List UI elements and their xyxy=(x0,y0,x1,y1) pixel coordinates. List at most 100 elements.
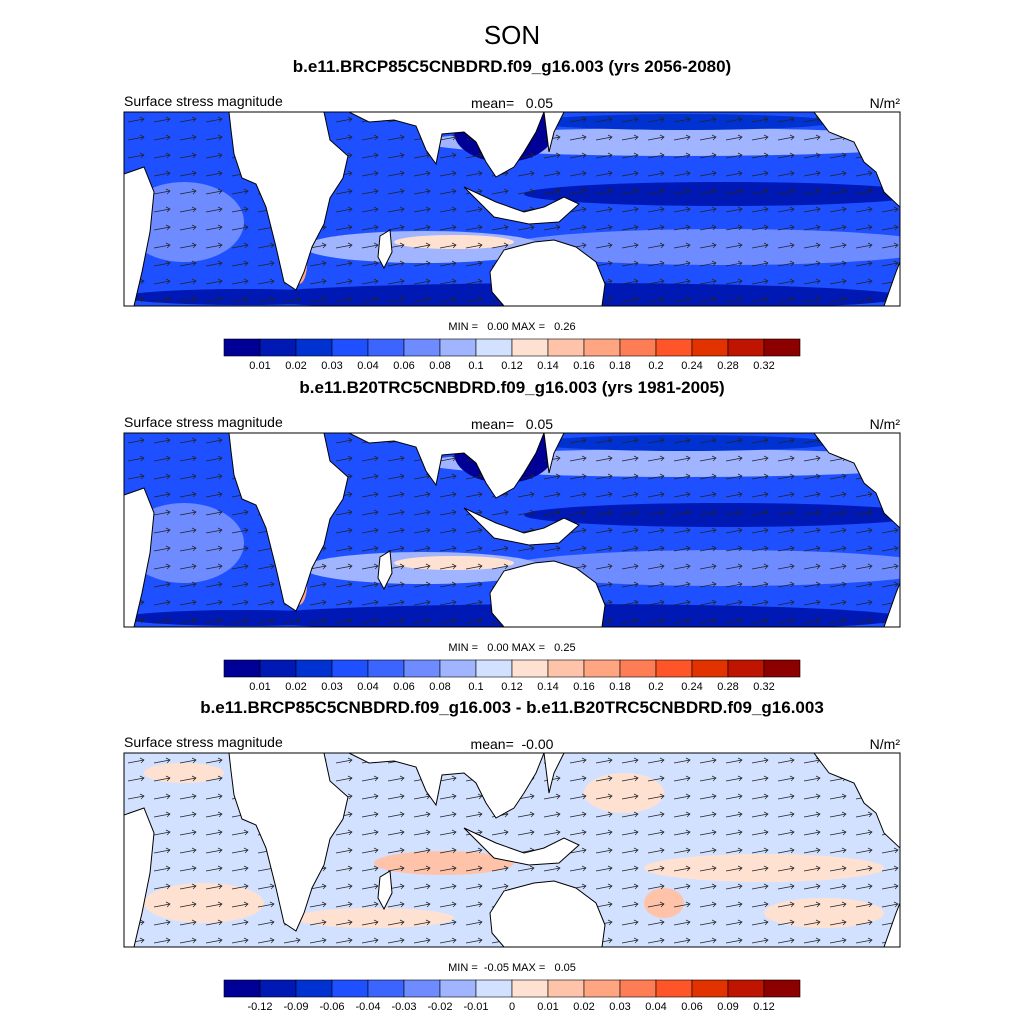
colorbar-box xyxy=(475,659,513,678)
unit-label: N/m² xyxy=(870,95,901,111)
colorbar-box xyxy=(439,659,477,678)
panel-title: b.e11.BRCP85C5CNBDRD.f09_g16.003 - b.e11… xyxy=(200,698,824,717)
colorbar-label: -0.03 xyxy=(391,1001,416,1013)
map xyxy=(123,752,901,948)
colorbar-box xyxy=(511,659,549,678)
colorbar-label: 0.32 xyxy=(753,681,774,693)
colorbar-box xyxy=(763,338,801,357)
colorbar-label: 0.02 xyxy=(285,681,306,693)
colorbar-label: 0.24 xyxy=(681,360,702,372)
colorbar-box xyxy=(295,338,333,357)
colorbar-box xyxy=(691,338,729,357)
colorbar-label: 0.28 xyxy=(717,360,738,372)
min-max-label: MIN = -0.05 MAX = 0.05 xyxy=(448,962,576,974)
colorbar-label: 0.1 xyxy=(468,360,483,372)
colorbar-box xyxy=(691,979,729,998)
map-frame xyxy=(123,432,901,628)
map xyxy=(123,111,901,307)
colorbar-label: -0.02 xyxy=(427,1001,452,1013)
colorbar-box xyxy=(367,979,405,998)
colorbar-label: 0.04 xyxy=(357,681,378,693)
colorbar-box xyxy=(655,979,693,998)
panel-title: b.e11.BRCP85C5CNBDRD.f09_g16.003 (yrs 20… xyxy=(293,57,731,76)
panel-title: b.e11.B20TRC5CNBDRD.f09_g16.003 (yrs 198… xyxy=(299,378,724,397)
colorbar-box xyxy=(331,659,369,678)
left-label: Surface stress magnitude xyxy=(124,734,283,750)
colorbar-box xyxy=(619,659,657,678)
colorbar-box xyxy=(511,979,549,998)
colorbar-box xyxy=(691,659,729,678)
colorbar-label: 0.08 xyxy=(429,681,450,693)
colorbar-box xyxy=(403,979,441,998)
colorbar-label: 0.09 xyxy=(717,1001,738,1013)
colorbar-label: 0.1 xyxy=(468,681,483,693)
colorbar-label: 0.01 xyxy=(537,1001,558,1013)
left-label: Surface stress magnitude xyxy=(124,93,283,109)
colorbar-box xyxy=(583,338,621,357)
map-field xyxy=(124,753,900,947)
colorbar-label: 0.18 xyxy=(609,681,630,693)
colorbar-label: -0.06 xyxy=(319,1001,344,1013)
colorbar-box xyxy=(367,659,405,678)
colorbar-box xyxy=(655,338,693,357)
colorbar-label: 0.01 xyxy=(249,360,270,372)
mean-label: mean= 0.05 xyxy=(471,95,553,111)
min-max-label: MIN = 0.00 MAX = 0.26 xyxy=(448,321,575,333)
colorbar-box xyxy=(439,338,477,357)
colorbar-label: 0.03 xyxy=(321,681,342,693)
colorbar-box xyxy=(583,659,621,678)
colorbar-box xyxy=(475,979,513,998)
colorbar-box xyxy=(619,979,657,998)
colorbar-box xyxy=(583,979,621,998)
colorbar-box xyxy=(223,659,261,678)
colorbar-box xyxy=(547,979,585,998)
colorbar-label: 0.2 xyxy=(648,360,663,372)
colorbar-box xyxy=(259,659,297,678)
colorbar-label: 0.01 xyxy=(249,681,270,693)
colorbar-box xyxy=(331,338,369,357)
colorbar-box xyxy=(439,979,477,998)
colorbar-label: 0.32 xyxy=(753,360,774,372)
mean-label: mean= -0.00 xyxy=(471,736,554,752)
colorbar-label: 0.14 xyxy=(537,360,558,372)
colorbar-box xyxy=(259,338,297,357)
map-frame xyxy=(123,752,901,948)
colorbar-label: 0.06 xyxy=(393,360,414,372)
colorbar-box xyxy=(403,338,441,357)
unit-label: N/m² xyxy=(870,416,901,432)
colorbar-label: 0.2 xyxy=(648,681,663,693)
colorbar-label: 0.18 xyxy=(609,360,630,372)
colorbar-box xyxy=(223,979,261,998)
colorbar-box xyxy=(727,979,765,998)
colorbar-label: 0.06 xyxy=(393,681,414,693)
colorbar-label: 0.08 xyxy=(429,360,450,372)
map xyxy=(123,432,901,628)
colorbar-box xyxy=(475,338,513,357)
colorbar-box xyxy=(619,338,657,357)
colorbar-label: 0.04 xyxy=(357,360,378,372)
unit-label: N/m² xyxy=(870,736,901,752)
colorbar-box xyxy=(367,338,405,357)
colorbar-box xyxy=(511,338,549,357)
colorbar-box xyxy=(727,338,765,357)
figure-title: SON xyxy=(484,20,540,50)
map-field xyxy=(124,433,900,627)
colorbar-label: 0.24 xyxy=(681,681,702,693)
colorbar-label: 0.12 xyxy=(501,360,522,372)
map-frame xyxy=(123,111,901,307)
colorbar-label: 0.28 xyxy=(717,681,738,693)
colorbar-box xyxy=(547,659,585,678)
colorbar-label: 0.02 xyxy=(285,360,306,372)
colorbar-label: 0 xyxy=(509,1001,515,1013)
colorbar-box xyxy=(403,659,441,678)
colorbar-label: 0.02 xyxy=(573,1001,594,1013)
colorbar-label: 0.04 xyxy=(645,1001,666,1013)
colorbar-label: -0.04 xyxy=(355,1001,380,1013)
colorbar-label: 0.06 xyxy=(681,1001,702,1013)
colorbar-label: 0.03 xyxy=(609,1001,630,1013)
colorbar-label: -0.01 xyxy=(463,1001,488,1013)
mean-label: mean= 0.05 xyxy=(471,416,553,432)
colorbar-label: 0.12 xyxy=(501,681,522,693)
colorbar-box xyxy=(295,979,333,998)
